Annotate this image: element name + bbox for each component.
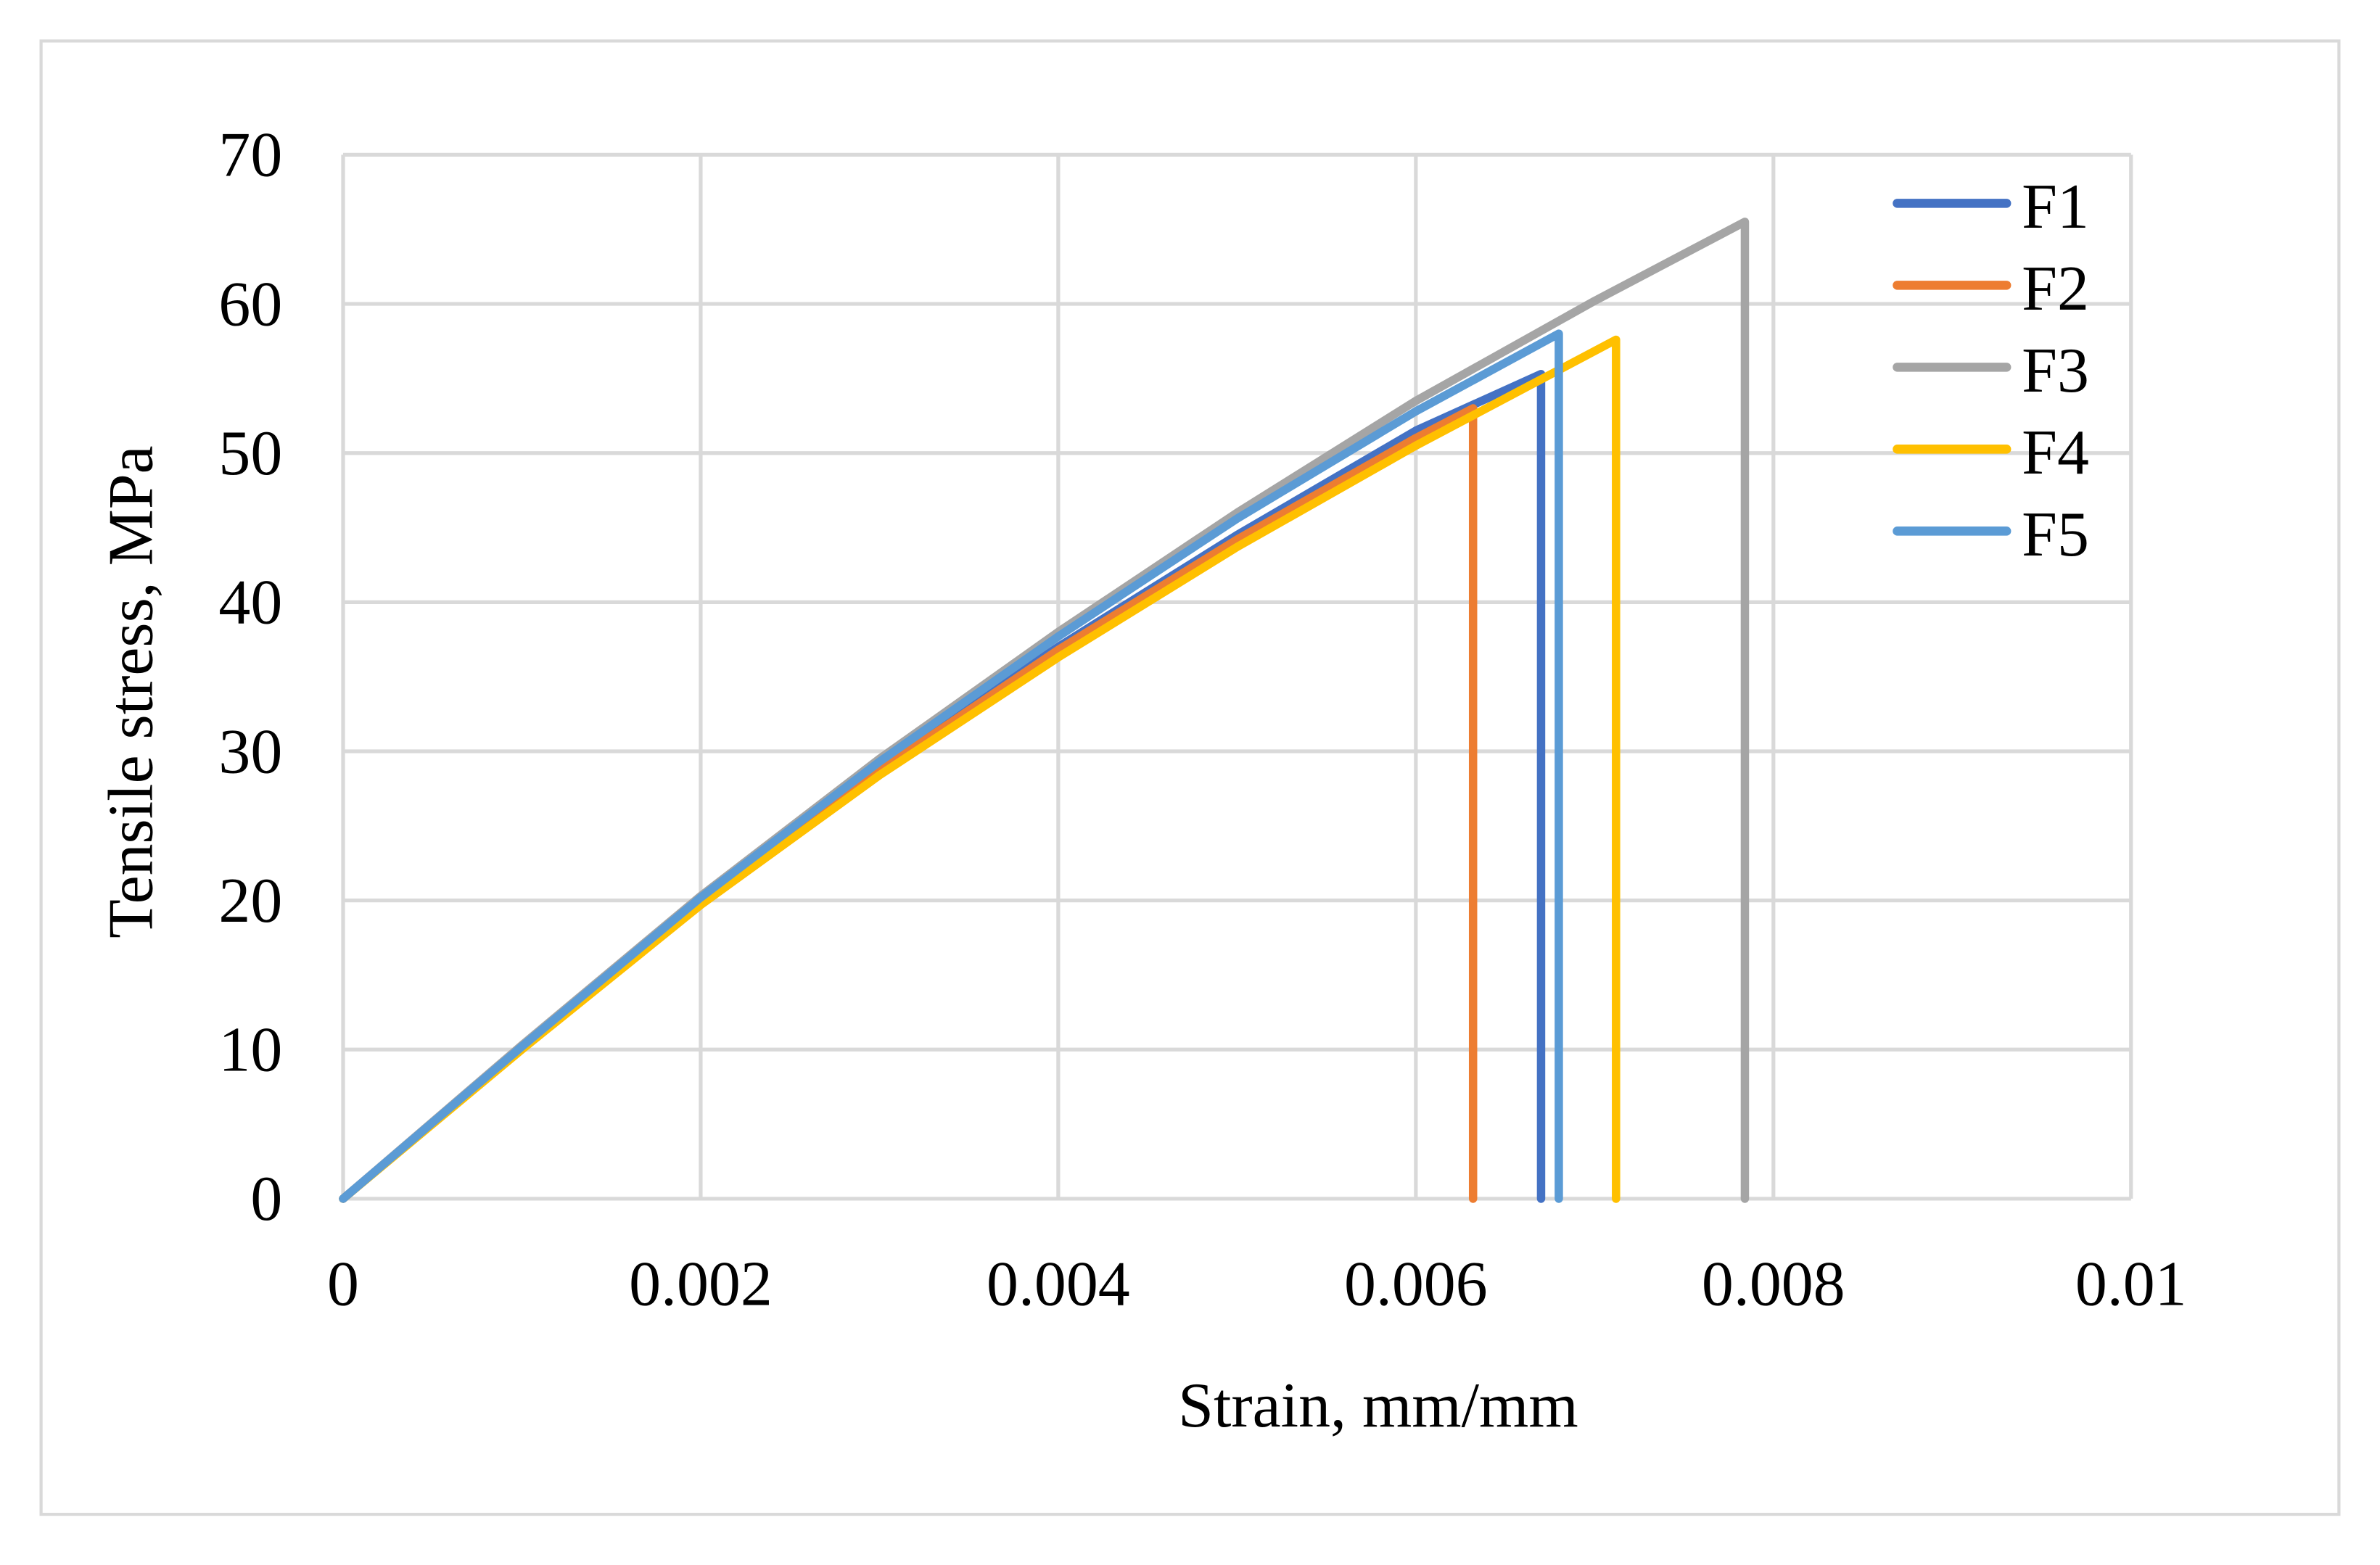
x-tick-label: 0.002 — [629, 1249, 773, 1319]
y-tick-label: 70 — [218, 120, 282, 191]
legend-label-f3: F3 — [2022, 336, 2089, 406]
legend-label-f1: F1 — [2022, 172, 2089, 242]
series-line-f5 — [339, 329, 1563, 1203]
x-axis-label: Strain, mm/mm — [1178, 1371, 1578, 1441]
y-tick-label: 30 — [218, 717, 282, 787]
legend-label-f5: F5 — [2022, 500, 2089, 570]
legend-label-f4: F4 — [2022, 418, 2089, 488]
x-tick-label: 0 — [327, 1249, 359, 1319]
y-tick-label: 40 — [218, 568, 282, 638]
x-tick-label: 0.006 — [1344, 1249, 1488, 1319]
x-tick-label: 0.01 — [2075, 1249, 2187, 1319]
y-tick-label: 20 — [218, 866, 282, 936]
x-tick-label: 0.008 — [1702, 1249, 1845, 1319]
x-tick-label: 0.004 — [987, 1249, 1130, 1319]
legend-label-f2: F2 — [2022, 254, 2089, 324]
y-tick-label: 10 — [218, 1015, 282, 1086]
y-tick-label: 60 — [218, 269, 282, 339]
y-axis-label: Tensile stress, MPa — [96, 445, 166, 938]
chart-border — [39, 39, 2341, 1516]
y-tick-label: 50 — [218, 418, 282, 489]
y-tick-label: 0 — [250, 1164, 282, 1234]
